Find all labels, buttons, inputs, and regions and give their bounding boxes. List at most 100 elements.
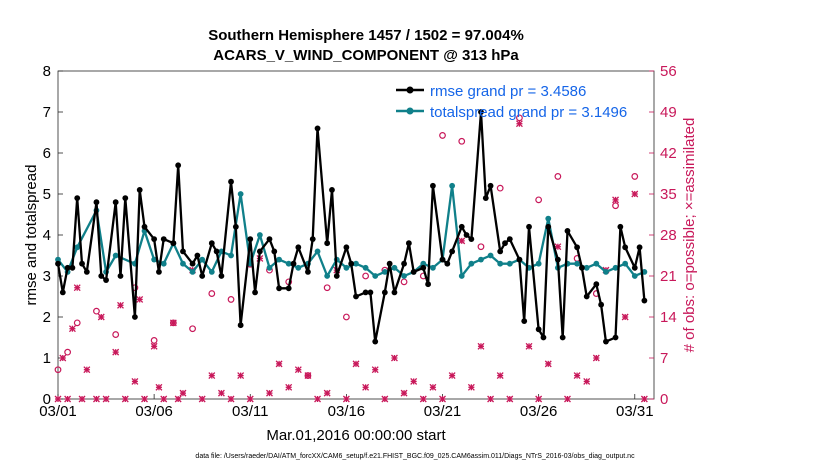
- rmse-point: [506, 236, 513, 243]
- assimilated-obs-marker: [136, 295, 144, 303]
- rmse-point: [83, 269, 90, 275]
- assimilated-obs-marker: [419, 395, 427, 403]
- assimilated-obs-marker: [535, 395, 543, 403]
- rmse-point: [444, 260, 451, 267]
- x-tick-label: 03/01: [39, 403, 77, 420]
- possible-obs-marker: [458, 137, 466, 145]
- rmse-point: [213, 248, 220, 255]
- rmse-point: [405, 240, 412, 247]
- assimilated-obs-marker: [294, 366, 302, 374]
- totalspread-point: [324, 273, 331, 279]
- rmse-point: [160, 236, 167, 243]
- possible-obs-marker: [227, 296, 235, 303]
- possible-obs-marker: [554, 173, 562, 180]
- assimilated-obs-marker: [506, 395, 514, 403]
- rmse-point: [156, 269, 162, 275]
- totalspread-point: [593, 260, 600, 267]
- assimilated-obs-marker: [117, 301, 124, 309]
- totalspread-point: [545, 215, 552, 222]
- totalspread-point: [160, 260, 167, 267]
- assimilated-obs-marker: [381, 395, 389, 403]
- rmse-point: [372, 338, 379, 345]
- totalspread-point: [622, 260, 629, 267]
- rmse-point: [276, 285, 282, 292]
- y-tick-label: 6: [43, 145, 51, 162]
- assimilated-obs-marker: [78, 395, 86, 403]
- y-tick-label: 1: [43, 350, 51, 367]
- y-right-tick-label: 21: [660, 268, 677, 285]
- totalspread-point: [208, 269, 215, 275]
- assimilated-obs-marker: [496, 372, 504, 380]
- y-tick-label: 2: [43, 309, 51, 326]
- rmse-point: [593, 281, 600, 288]
- rmse-point: [55, 260, 61, 267]
- possible-obs-marker: [496, 184, 504, 192]
- rmse-point: [526, 223, 532, 230]
- y-right-tick-label: 56: [660, 63, 677, 80]
- assimilated-obs-marker: [64, 395, 72, 403]
- y-axis-right-label: # of obs: o=possible; ×=assimilated: [681, 118, 698, 353]
- rmse-point: [502, 240, 508, 247]
- possible-obs-marker: [535, 196, 543, 204]
- possible-obs-marker: [208, 290, 216, 297]
- totalspread-point: [180, 260, 186, 267]
- assimilated-obs-marker: [515, 120, 523, 128]
- rmse-point: [98, 273, 105, 279]
- totalspread-point: [237, 191, 244, 197]
- x-tick-label: 03/31: [616, 403, 654, 420]
- y-axis-label: rmse and totalspread: [23, 165, 40, 306]
- possible-obs-marker: [93, 307, 100, 315]
- rmse-point: [295, 244, 302, 251]
- rmse-point: [631, 264, 638, 271]
- y-right-tick-label: 35: [660, 186, 677, 203]
- rmse-point: [343, 244, 350, 251]
- totalspread-point: [314, 248, 321, 255]
- assimilated-obs-marker: [150, 342, 158, 350]
- totalspread-point: [189, 269, 196, 275]
- y-right-tick-label: 7: [660, 350, 668, 367]
- assimilated-obs-marker: [371, 366, 379, 374]
- assimilated-obs-marker: [544, 360, 552, 368]
- rmse-point: [468, 236, 475, 243]
- assimilated-obs-marker: [400, 389, 408, 397]
- rmse-point: [79, 260, 85, 267]
- totalspread-point: [497, 260, 504, 267]
- rmse-point: [497, 248, 504, 255]
- assimilated-obs-marker: [73, 284, 81, 292]
- rmse-point: [122, 195, 129, 202]
- possible-obs-marker: [400, 278, 408, 286]
- y-tick-label: 0: [43, 391, 51, 408]
- assimilated-obs-marker: [198, 395, 206, 403]
- legend-label-totalspread: totalspread grand pr = 3.1496: [430, 104, 627, 121]
- rmse-point: [564, 228, 571, 234]
- rmse-point: [516, 256, 523, 263]
- assimilated-obs-marker: [467, 383, 475, 391]
- rmse-point: [636, 244, 643, 251]
- assimilated-obs-marker: [83, 366, 91, 374]
- x-tick-label: 03/06: [135, 403, 173, 420]
- y-tick-label: 5: [43, 186, 51, 203]
- assimilated-obs-marker: [97, 313, 105, 321]
- totalspread-point: [401, 273, 407, 279]
- rmse-point: [617, 223, 624, 230]
- rmse-point: [74, 195, 81, 202]
- rmse-point: [69, 264, 76, 271]
- rmse-point: [478, 109, 484, 115]
- totalspread-point: [449, 182, 456, 189]
- totalspread-point: [285, 260, 292, 267]
- rmse-point: [141, 223, 148, 230]
- assimilated-obs-marker: [640, 395, 648, 403]
- x-axis-label: Mar.01,2016 00:00:00 start: [266, 427, 446, 444]
- rmse-point: [194, 252, 201, 259]
- totalspread-point: [391, 264, 398, 271]
- rmse-point: [64, 264, 71, 271]
- rmse-point: [603, 338, 609, 345]
- totalspread-point: [478, 256, 484, 263]
- series-layer: [54, 109, 648, 403]
- assimilated-obs-marker: [592, 354, 600, 362]
- rmse-point: [136, 187, 143, 193]
- data-file-footnote: data file: /Users/raeder/DAI/ATM_forcXX/…: [195, 453, 635, 460]
- possible-obs-marker: [73, 319, 81, 327]
- rmse-point: [391, 289, 398, 296]
- totalspread-point: [112, 252, 119, 259]
